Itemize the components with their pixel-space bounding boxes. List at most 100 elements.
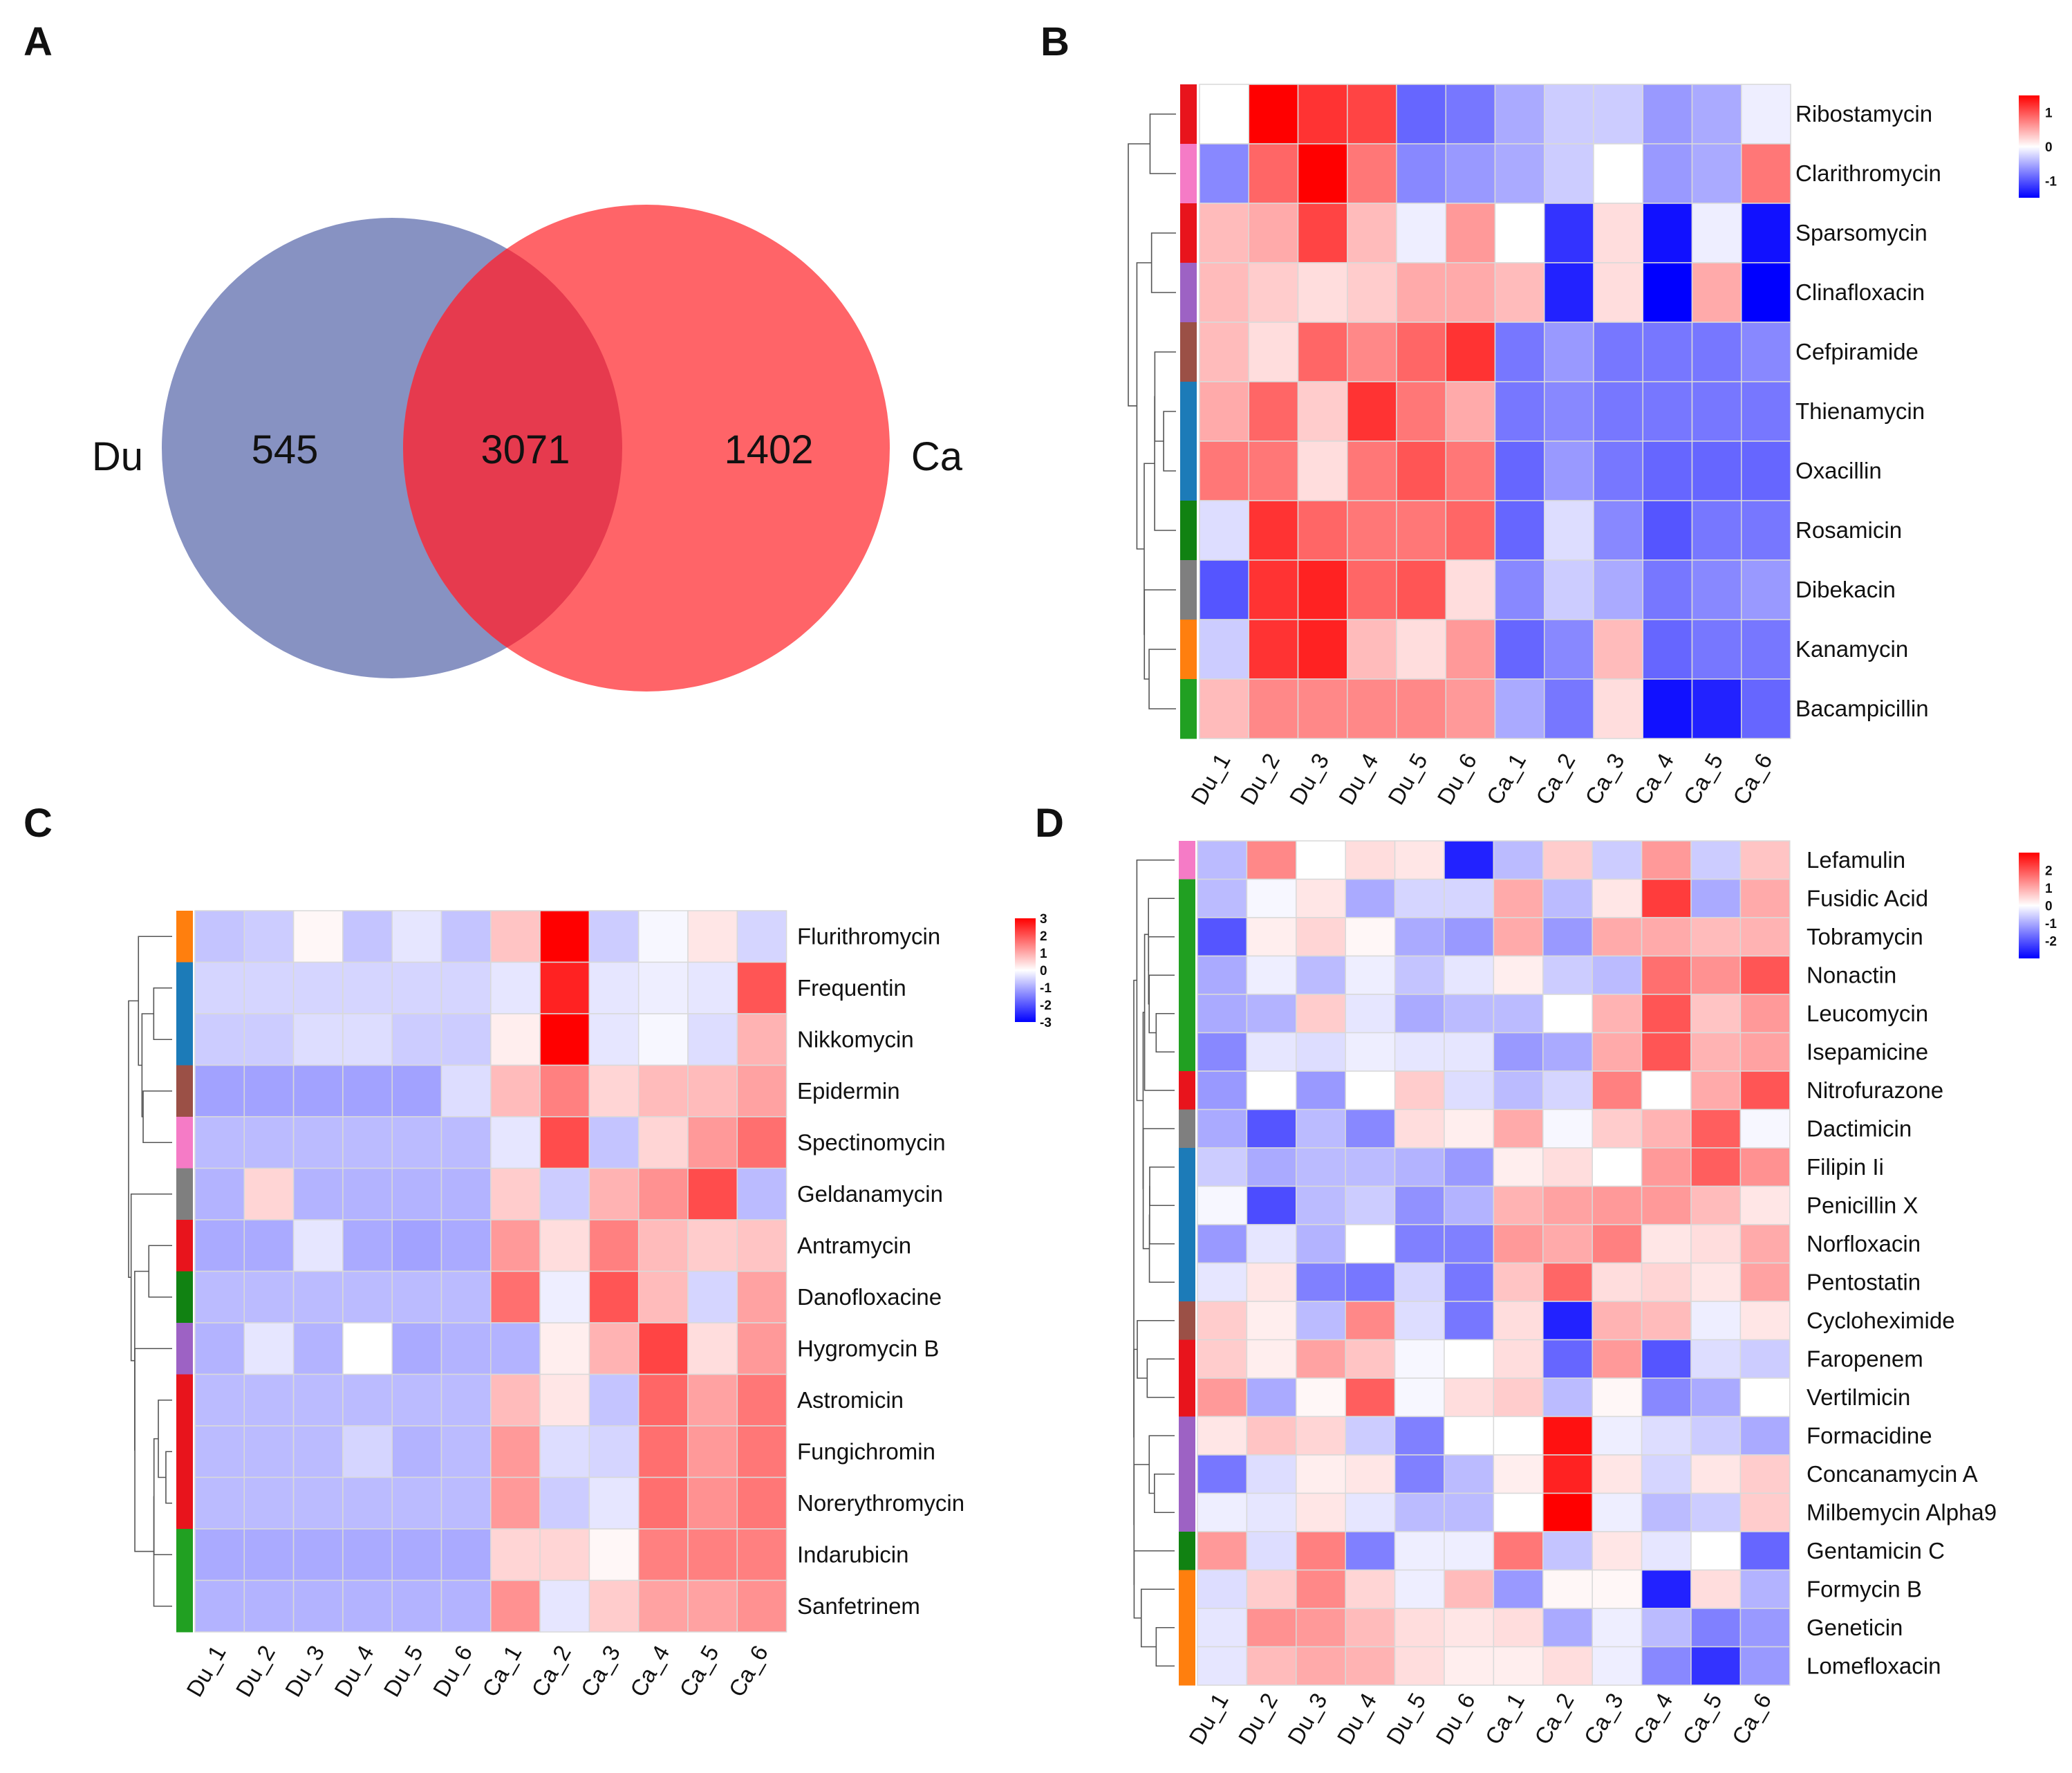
- heatmap-cell: [1690, 1032, 1742, 1072]
- heatmap-cell: [637, 1579, 689, 1633]
- heatmap-cell: [1248, 84, 1299, 145]
- heatmap-cell: [1741, 619, 1791, 680]
- row-label: Rosamicin: [1795, 517, 1902, 543]
- heatmap-cell: [243, 910, 295, 963]
- heatmap-cell: [1593, 500, 1643, 561]
- heatmap-cell: [1246, 994, 1297, 1034]
- heatmap-cell: [292, 1270, 344, 1324]
- dendrogram-branch: [1149, 1185, 1175, 1245]
- row-label: Filipin Ii: [1807, 1154, 1884, 1180]
- heatmap-cell: [391, 1528, 442, 1581]
- legend-tick-label: -1: [2045, 917, 2057, 931]
- heatmap-cell: [1739, 955, 1791, 995]
- color-legend: 3 2 1 0 -1 -2 -3: [1015, 912, 1052, 1030]
- heatmap-cells: [1197, 840, 1791, 1686]
- heatmap-cell: [687, 1064, 738, 1117]
- row-group-swatch: [176, 1168, 193, 1220]
- heatmap-cell: [736, 1219, 787, 1272]
- heatmap-cell: [539, 1064, 590, 1117]
- heatmap-cell: [1197, 1339, 1248, 1379]
- heatmap-cell: [1641, 1224, 1692, 1264]
- venn-count-intersection: 3071: [480, 427, 570, 472]
- heatmap-cell: [1296, 1070, 1346, 1111]
- heatmap-cell: [1297, 203, 1348, 263]
- heatmap-cell: [1690, 1492, 1742, 1532]
- heatmap-cell: [1246, 1569, 1297, 1609]
- legend-tick-label: 1: [2045, 882, 2053, 896]
- row-group-swatch: [1179, 1032, 1195, 1072]
- heatmap-cell: [1347, 322, 1397, 382]
- dendrogram-branch: [134, 1270, 149, 1451]
- heatmap-cell: [539, 1013, 590, 1066]
- heatmap-cell: [1494, 678, 1545, 739]
- heatmap-cell: [1444, 1569, 1495, 1609]
- heatmap-cell: [1197, 1185, 1248, 1225]
- heatmap-cell: [1197, 1108, 1248, 1149]
- heatmap-cell: [1544, 440, 1594, 501]
- heatmap-cell: [1248, 619, 1299, 680]
- legend-tick-label: 0: [2045, 900, 2053, 914]
- heatmap-cell: [1199, 619, 1249, 680]
- heatmap-cell: [1394, 1224, 1445, 1264]
- heatmap-cell: [1396, 322, 1446, 382]
- heatmap-cell: [1394, 955, 1445, 995]
- heatmap-cell: [1739, 1415, 1791, 1456]
- heatmap-cell: [588, 1579, 640, 1633]
- heatmap-cell: [1246, 1185, 1297, 1225]
- heatmap-cell: [1445, 559, 1496, 620]
- dendrogram-branch: [1144, 463, 1155, 635]
- heatmap-cell: [1297, 500, 1348, 561]
- heatmap-cell: [539, 1425, 590, 1478]
- heatmap-cell: [1642, 619, 1693, 680]
- heatmap-cell: [1739, 1569, 1791, 1609]
- dendrogram-branch: [153, 1496, 172, 1607]
- heatmap-cell: [1394, 1032, 1445, 1072]
- heatmap-cell: [1739, 878, 1791, 918]
- heatmap-cell: [194, 1528, 245, 1581]
- heatmap-cell: [1345, 1108, 1396, 1149]
- dendrogram-branch: [1142, 1128, 1175, 1250]
- heatmap-cell: [1642, 500, 1693, 561]
- heatmap-cell: [1642, 559, 1693, 620]
- heatmap-cell: [1248, 381, 1299, 442]
- heatmap-cell: [490, 1476, 541, 1530]
- heatmap-cell: [1493, 1147, 1544, 1187]
- heatmap-cell: [1197, 1262, 1248, 1302]
- heatmap-cell: [1297, 619, 1348, 680]
- heatmap-cell: [490, 1425, 541, 1478]
- heatmap-cell: [1394, 1531, 1445, 1571]
- column-label: Ca_4: [1629, 749, 1678, 809]
- heatmap-cell: [1542, 878, 1593, 918]
- row-group-swatch: [1179, 1186, 1195, 1225]
- heatmap-cell: [1246, 1108, 1297, 1149]
- row-label: Sanfetrinem: [797, 1593, 920, 1619]
- heatmap-cell: [1641, 1032, 1692, 1072]
- heatmap-cell: [687, 1116, 738, 1169]
- heatmap-cell: [1542, 1108, 1593, 1149]
- row-label: Pentostatin: [1807, 1269, 1921, 1294]
- heatmap-cell: [1641, 1108, 1692, 1149]
- dendrogram-branch: [165, 1451, 172, 1504]
- row-group-swatch: [176, 1374, 193, 1427]
- dendrogram-branch: [158, 1399, 172, 1478]
- heatmap-cell: [1296, 917, 1346, 957]
- heatmap-cell: [292, 961, 344, 1014]
- heatmap-cell: [1494, 143, 1545, 204]
- heatmap-cell: [588, 1476, 640, 1530]
- heatmap-cell: [1739, 1646, 1791, 1686]
- row-group-swatch: [1180, 322, 1197, 382]
- heatmap-cell: [1593, 203, 1643, 263]
- heatmap-cell: [1445, 381, 1496, 442]
- dendrogram-branch: [1128, 143, 1150, 407]
- heatmap-cell: [1197, 1531, 1248, 1571]
- legend-tick-label: 0: [2045, 140, 2053, 155]
- heatmap-cell: [1542, 955, 1593, 995]
- heatmap-cell: [1739, 994, 1791, 1034]
- heatmap-cell: [1690, 1646, 1742, 1686]
- dendrogram-branch: [1149, 1166, 1175, 1207]
- column-label: Ca_2: [1531, 749, 1580, 809]
- heatmap-cell: [1296, 1608, 1346, 1648]
- heatmap-cell: [1345, 1032, 1396, 1072]
- heatmap-cell: [1690, 1147, 1742, 1187]
- legend-color-bar: [1015, 918, 1036, 1022]
